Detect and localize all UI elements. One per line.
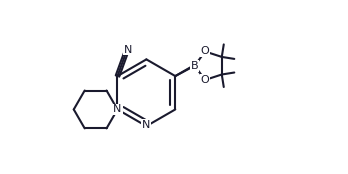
Text: O: O — [201, 75, 209, 85]
Text: N: N — [113, 104, 122, 114]
Text: N: N — [124, 45, 132, 54]
Text: B: B — [191, 61, 198, 71]
Text: O: O — [201, 46, 209, 57]
Text: N: N — [142, 120, 151, 130]
